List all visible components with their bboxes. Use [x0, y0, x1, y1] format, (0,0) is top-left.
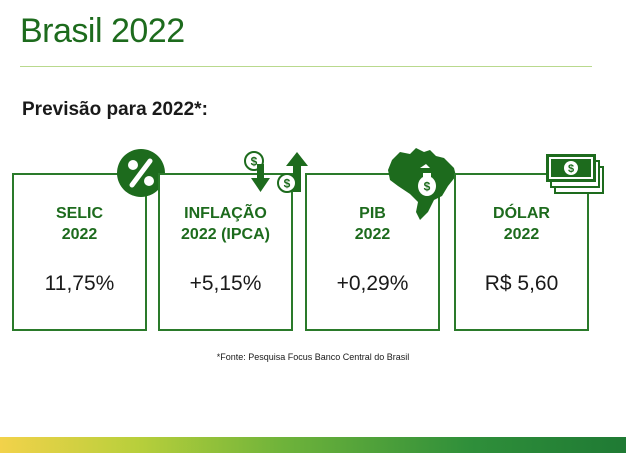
svg-text:$: $ — [284, 177, 291, 191]
svg-text:$: $ — [568, 163, 574, 175]
dollar-value: R$ 5,60 — [484, 272, 559, 295]
selic-card: SELIC 2022 11,75% — [12, 173, 147, 331]
inflation-label: INFLAÇÃO 2022 (IPCA) — [181, 205, 270, 243]
pib-label: PIB 2022 — [354, 205, 391, 243]
percent-icon — [117, 149, 165, 197]
title-divider — [20, 66, 592, 67]
selic-label: SELIC 2022 — [55, 205, 104, 243]
banknotes-icon: $ — [546, 154, 604, 194]
selic-value: 11,75% — [44, 272, 115, 295]
dollar-label: DÓLAR 2022 — [493, 205, 550, 243]
forecast-subtitle: Previsão para 2022*: — [22, 99, 208, 120]
page-title: Brasil 2022 — [20, 12, 185, 50]
footer-gradient-bar — [0, 437, 626, 453]
svg-text:$: $ — [251, 155, 258, 169]
inflation-value: +5,15% — [189, 272, 262, 295]
inflation-arrows-icon: $ $ — [244, 151, 308, 193]
brazil-map-icon: $ — [388, 148, 456, 220]
source-footnote: *Fonte: Pesquisa Focus Banco Central do … — [216, 352, 410, 362]
svg-text:$: $ — [424, 180, 431, 194]
pib-value: +0,29% — [336, 272, 409, 295]
inflation-card: INFLAÇÃO 2022 (IPCA) +5,15% — [158, 173, 293, 331]
dollar-card: DÓLAR 2022 R$ 5,60 — [454, 173, 589, 331]
